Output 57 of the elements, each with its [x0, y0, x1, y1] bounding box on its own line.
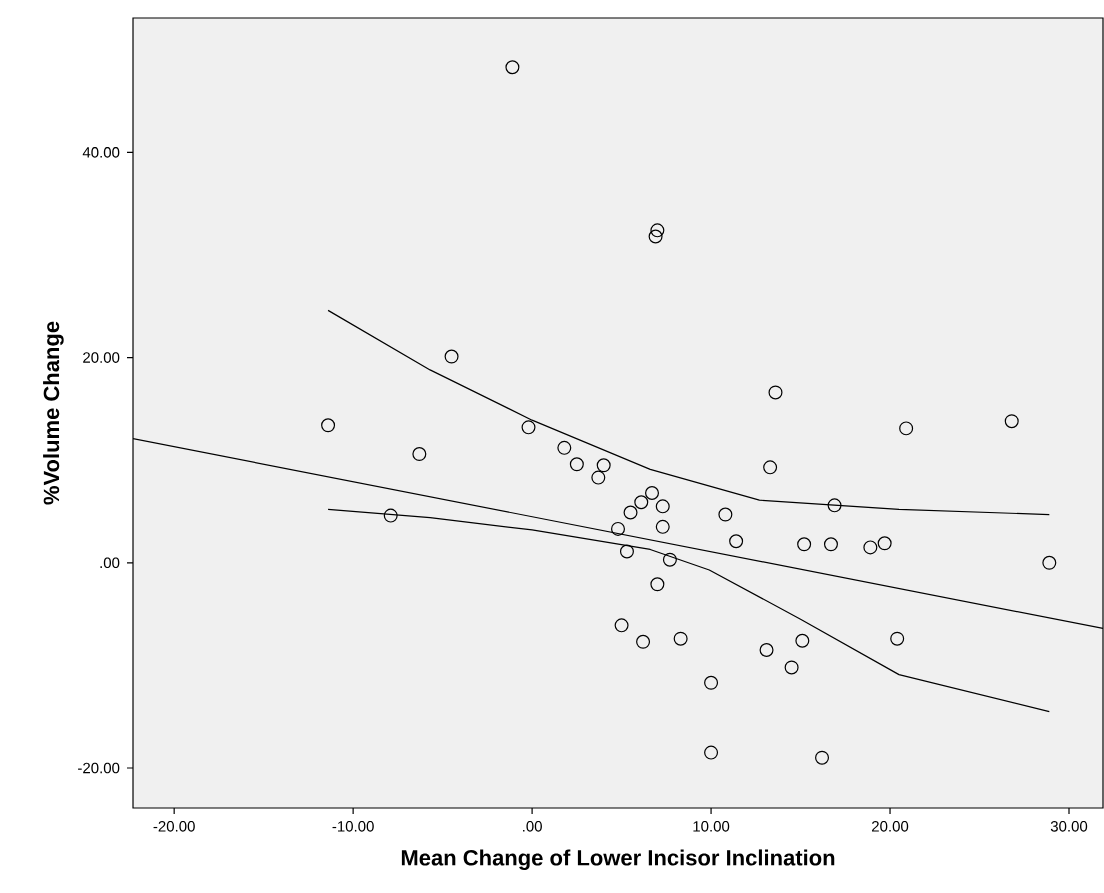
- point: [636, 634, 651, 649]
- point: [877, 536, 892, 551]
- point: [623, 505, 638, 520]
- point: [704, 745, 719, 760]
- point: [591, 470, 606, 485]
- point: [890, 631, 905, 646]
- point: [784, 660, 799, 675]
- point: [662, 552, 677, 567]
- y-tick-label: -20.00: [78, 762, 120, 774]
- point: [763, 460, 778, 475]
- y-tick-label: .00: [100, 557, 120, 569]
- point: [614, 618, 629, 633]
- point: [645, 486, 660, 501]
- point: [634, 495, 649, 510]
- x-tick-label: .00: [523, 821, 542, 832]
- line-series: [327, 309, 1050, 516]
- point: [321, 418, 336, 433]
- point: [655, 499, 670, 514]
- y-tick-label: 40.00: [82, 147, 120, 158]
- point: [718, 507, 733, 522]
- point: [505, 60, 520, 75]
- point: [557, 440, 572, 455]
- point: [648, 229, 663, 244]
- point: [611, 521, 626, 536]
- point: [521, 420, 536, 435]
- point: [729, 534, 744, 549]
- point: [823, 537, 838, 552]
- x-tick-label: -10.00: [332, 821, 374, 832]
- point: [569, 457, 584, 472]
- point: [704, 675, 719, 690]
- point: [1042, 555, 1057, 570]
- point: [759, 642, 774, 657]
- point: [383, 508, 398, 523]
- point: [619, 544, 634, 559]
- point: [815, 750, 830, 765]
- point: [795, 633, 810, 648]
- point: [1004, 414, 1019, 429]
- point: [412, 447, 427, 462]
- point: [863, 540, 878, 555]
- point: [655, 519, 670, 534]
- x-tick-label: 20.00: [872, 821, 909, 832]
- x-axis-title: Mean Change of Lower Incisor Inclination: [401, 849, 835, 871]
- point: [827, 498, 842, 513]
- point: [444, 349, 459, 364]
- y-tick-label: 20.00: [83, 352, 120, 363]
- y-axis-title: %Volume Change: [43, 321, 64, 505]
- line-series: [327, 508, 1050, 713]
- point: [797, 537, 812, 552]
- point: [596, 458, 611, 473]
- point: [673, 631, 688, 646]
- point: [768, 385, 783, 400]
- point: [650, 577, 665, 592]
- x-tick-label: 30.00: [1050, 821, 1088, 832]
- x-tick-label: -20.00: [153, 821, 195, 832]
- x-tick-label: 10.00: [693, 821, 730, 832]
- point: [650, 223, 665, 238]
- point: [899, 421, 914, 436]
